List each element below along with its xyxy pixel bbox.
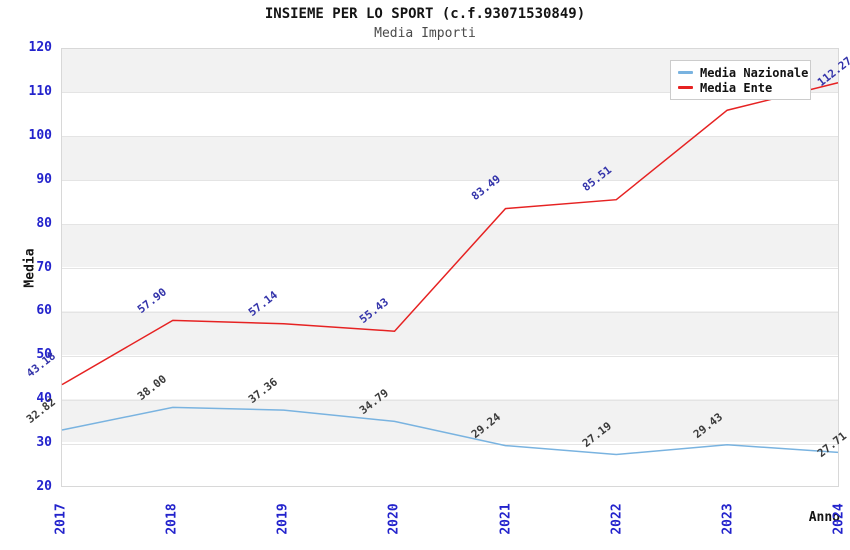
gridline (62, 136, 838, 138)
series-lines (61, 82, 839, 456)
plot-band (62, 223, 838, 268)
y-tick-label: 120 (28, 40, 52, 55)
gridline (62, 92, 838, 94)
gridline (62, 311, 838, 313)
x-axis-title: Anno (808, 510, 840, 525)
legend-label-media-nazionale: Media Nazionale (700, 65, 809, 80)
plot-area: 32.82 38.00 37.36 34.79 29.24 27.19 29.43 27.71… (24, 48, 850, 487)
y-tick-label: 80 (36, 215, 52, 231)
media-ente-line-swatch (678, 86, 693, 89)
gridline (62, 443, 838, 445)
line-media-nazionale (61, 406, 839, 456)
y-tick-label: 40 (36, 391, 52, 407)
chart-title: INSIEME PER LO SPORT (c.f.93071530849) (264, 6, 586, 22)
x-tick-label: 2021 (498, 503, 514, 535)
x-tick-label: 2022 (609, 503, 625, 535)
gridline (62, 224, 838, 226)
plot-band (62, 398, 838, 443)
line-media-ente (61, 82, 839, 386)
plot-band (62, 311, 838, 355)
y-tick-label: 20 (36, 479, 52, 494)
x-tick-label: 2024 (831, 503, 847, 535)
legend-item-media-nazionale: Media Nazionale (678, 65, 808, 80)
x-tick-label: 2020 (386, 503, 402, 535)
gridline (62, 268, 838, 269)
legend: Media Nazionale Media Ente (670, 60, 811, 100)
y-tick-label: 60 (36, 303, 52, 319)
y-tick-label: 110 (28, 83, 52, 99)
media-nazionale-line-swatch (678, 71, 693, 74)
plot-band (62, 442, 838, 486)
y-tick-label: 70 (36, 259, 52, 275)
y-tick-label: 30 (36, 435, 52, 451)
plot-band (62, 180, 838, 224)
y-tick-label: 50 (36, 347, 52, 363)
gridline (62, 180, 838, 182)
y-tick-label: 90 (36, 171, 52, 187)
gridline (62, 399, 838, 401)
y-tick-label: 100 (28, 127, 52, 143)
chart-subtitle: Media Importi (374, 26, 476, 41)
x-tick-label: 2019 (275, 503, 291, 535)
x-tick-label: 2023 (720, 503, 736, 535)
gridline (62, 355, 838, 357)
plot-band (62, 136, 838, 181)
x-tick-label: 2018 (164, 503, 180, 535)
x-tick-label: 2017 (53, 503, 69, 535)
plot-band (62, 354, 838, 399)
plot-band (62, 267, 838, 312)
legend-item-media-ente: Media Ente (678, 80, 803, 95)
legend-label-media-ente: Media Ente (700, 80, 773, 95)
